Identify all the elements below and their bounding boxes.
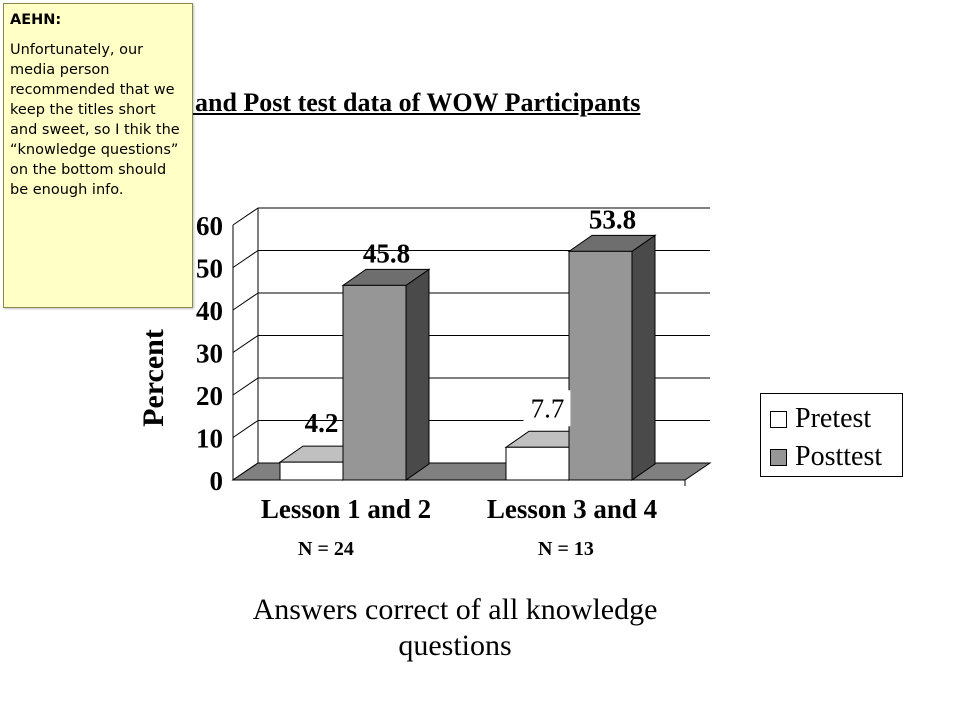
- legend-label-pretest: Pretest: [795, 403, 872, 434]
- slide-title: Pre and Post test data of WOW Participan…: [150, 88, 641, 117]
- data-label-posttest: 45.8: [363, 238, 410, 268]
- n-label-lesson-3-4: N = 13: [538, 538, 594, 560]
- gridline-side: [232, 250, 259, 268]
- x-category-label: Lesson 1 and 2: [261, 494, 431, 524]
- n-label-lesson-1-2: N = 24: [298, 538, 354, 560]
- legend-item-posttest: Posttest: [770, 438, 902, 476]
- y-tick-label: 50: [196, 254, 223, 284]
- data-labels: 4.2 45.8 7.7 53.8: [305, 204, 637, 438]
- y-tick-label: 30: [196, 339, 223, 369]
- bar-side-posttest: [631, 234, 656, 481]
- y-tick-label: 60: [196, 211, 223, 241]
- data-label-bg: [523, 390, 571, 427]
- data-label-pretest: 4.2: [305, 408, 339, 438]
- gridline-side: [232, 207, 259, 226]
- chart-bars: [278, 234, 657, 481]
- gridline-side: [232, 335, 259, 353]
- gridline-side: [232, 377, 259, 396]
- y-tick-label: 10: [196, 424, 223, 454]
- bar-pretest: [279, 461, 344, 481]
- x-axis-title: Answers correct of all knowledge questio…: [252, 593, 658, 662]
- comment-text: Unfortunately, our media person recommen…: [10, 42, 180, 198]
- y-axis-title: Percent: [137, 329, 170, 427]
- bar-side-posttest: [405, 268, 430, 481]
- y-axis-ticks: 0 10 20 30 40 50 60: [196, 211, 223, 496]
- gridline-side: [232, 420, 259, 438]
- y-tick-label: 40: [196, 296, 223, 326]
- legend-label-posttest: Posttest: [795, 441, 883, 472]
- data-label-pretest: 7.7: [531, 393, 565, 423]
- gridline-side: [232, 292, 259, 311]
- chart-legend: Pretest Posttest: [760, 393, 903, 477]
- y-tick-label: 0: [210, 466, 224, 496]
- y-tick-label: 20: [196, 381, 223, 411]
- comment-note[interactable]: AEHN: Unfortunately, our media person re…: [3, 3, 193, 308]
- bar-pretest: [505, 446, 570, 481]
- comment-author: AEHN:: [10, 12, 62, 28]
- bar-posttest: [568, 250, 633, 481]
- legend-item-pretest: Pretest: [770, 400, 902, 438]
- x-category-label: Lesson 3 and 4: [487, 494, 657, 524]
- x-axis-categories: Lesson 1 and 2 Lesson 3 and 4: [261, 494, 657, 524]
- legend-swatch-posttest: [770, 448, 787, 466]
- data-label-posttest: 53.8: [589, 204, 636, 234]
- bar-posttest: [342, 284, 407, 481]
- legend-swatch-pretest: [770, 410, 787, 428]
